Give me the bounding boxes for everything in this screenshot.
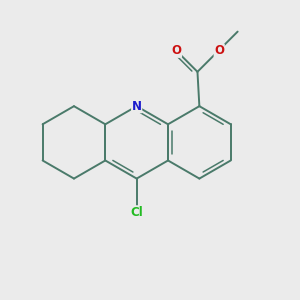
Text: N: N [132, 100, 142, 113]
Text: O: O [214, 44, 224, 57]
Text: Cl: Cl [130, 206, 143, 219]
Text: O: O [172, 44, 182, 57]
